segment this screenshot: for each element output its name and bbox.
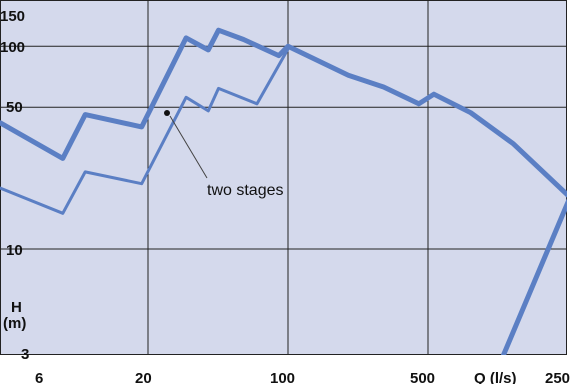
annotation-leader-line [169,115,208,179]
x-tick-label-250: 250 [545,370,570,384]
y-axis-title-line-2: (m) [3,315,26,332]
x-tick-label-6: 6 [35,370,43,384]
series-line-3 [501,197,567,355]
annotation-label: two stages [207,182,283,199]
x-tick-label-20: 20 [135,370,152,384]
x-axis-title: Q (l/s) [474,370,517,384]
axis-tick-labels: 150 100 50 10 36 20 100 500 250 [0,8,570,384]
y-axis-title: H (m) [3,299,26,332]
x-tick-label-500: 500 [410,370,435,384]
annotation: two stages [164,110,283,199]
y-axis-title-line-1: H [11,299,22,316]
plot-frame [0,0,567,355]
grid-lines [0,0,567,355]
y-tick-label-3: 3 [21,346,29,363]
data-series [0,27,567,355]
y-tick-label-100: 100 [0,39,25,56]
y-tick-label-10: 10 [6,242,23,259]
y-tick-label-50: 50 [6,99,23,116]
series-line-1 [0,27,567,198]
annotation-dot [164,110,170,116]
y-tick-label-150: 150 [0,8,25,25]
x-tick-label-100: 100 [270,370,295,384]
series-line-2 [0,47,290,215]
